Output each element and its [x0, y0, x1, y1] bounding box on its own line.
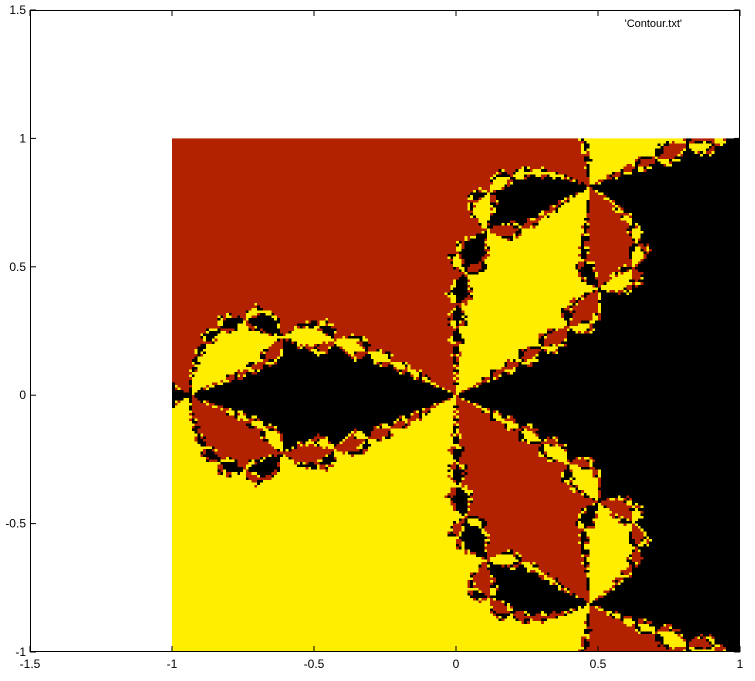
x-tick-label: 1	[737, 657, 744, 671]
x-axis: -1.5 -1 -0.5 0 0.5 1	[20, 10, 744, 671]
x-tick-label: 0.5	[590, 657, 607, 671]
y-tick-label: 1.5	[9, 3, 26, 17]
x-tick-label: -1.5	[20, 657, 41, 671]
y-tick-label: 0.5	[9, 260, 26, 274]
x-tick-label: -1	[167, 657, 178, 671]
y-tick-label: 0	[19, 388, 26, 402]
y-axis: -1 -0.5 0 0.5 1 1.5	[5, 3, 740, 659]
legend-label: 'Contour.txt'	[625, 18, 682, 30]
x-tick-label: 0	[453, 657, 460, 671]
y-tick-label: -1	[15, 645, 26, 659]
y-tick-label: 1	[19, 131, 26, 145]
heatmap-image	[172, 138, 740, 652]
y-tick-label: -0.5	[5, 517, 26, 531]
plot-frame	[30, 10, 740, 652]
x-tick-label: -0.5	[304, 657, 325, 671]
